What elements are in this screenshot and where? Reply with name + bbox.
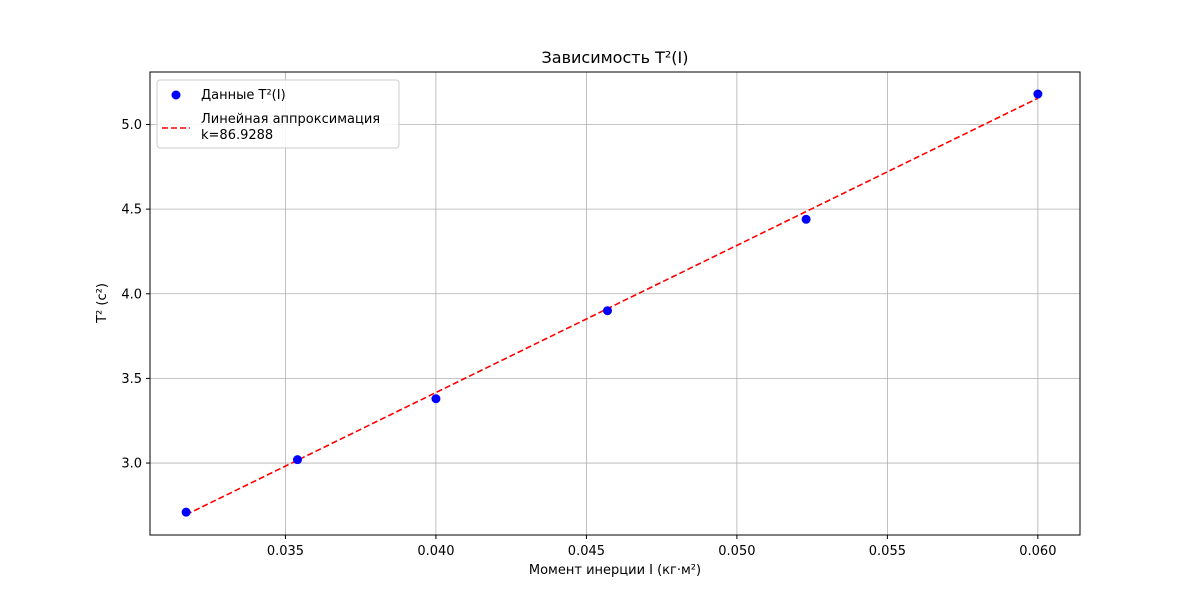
y-tick-label: 3.5: [121, 372, 142, 387]
x-tick-label: 0.050: [718, 544, 755, 559]
x-tick-label: 0.035: [267, 544, 304, 559]
legend: Данные T²(I) Линейная аппроксимация k=86.…: [156, 79, 400, 149]
legend-label-fit-line: Линейная аппроксимация: [201, 112, 380, 127]
legend-label-fit: Линейная аппроксимация k=86.9288: [201, 112, 380, 143]
y-tick-label: 4.0: [121, 287, 142, 302]
chart-title: Зависимость T²(I): [542, 48, 689, 67]
x-tick-label: 0.060: [1019, 544, 1056, 559]
data-point: [801, 214, 811, 224]
x-tick-label: 0.040: [417, 544, 454, 559]
axes-frame: [149, 71, 1081, 536]
legend-box: [156, 79, 400, 149]
y-axis-ticks: 3.0 3.5 4.0 4.5 5.0: [121, 118, 150, 472]
x-tick-label: 0.045: [568, 544, 605, 559]
legend-label-fit-line: k=86.9288: [201, 128, 273, 143]
data-point: [1033, 89, 1043, 99]
data-point: [602, 306, 612, 316]
x-tick-label: 0.055: [869, 544, 906, 559]
x-axis-label: Момент инерции I (кг·м²): [529, 563, 701, 578]
x-axis-ticks: 0.035 0.040 0.045 0.050 0.055 0.060: [267, 535, 1056, 559]
data-points-layer: [181, 89, 1043, 517]
data-point: [181, 507, 191, 517]
fit-line: [185, 97, 1039, 516]
y-tick-label: 5.0: [121, 118, 142, 133]
y-axis-label: T² (с²): [95, 283, 110, 324]
y-tick-label: 4.5: [121, 203, 142, 218]
data-point: [431, 394, 441, 404]
data-point: [292, 455, 302, 465]
y-tick-label: 3.0: [121, 457, 142, 472]
legend-marker-data: [171, 90, 181, 100]
legend-label-data: Данные T²(I): [201, 88, 286, 103]
fit-line-layer: [185, 97, 1039, 516]
